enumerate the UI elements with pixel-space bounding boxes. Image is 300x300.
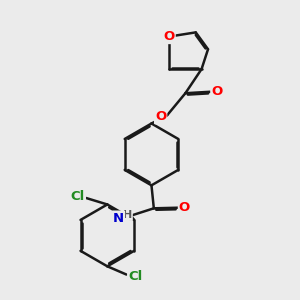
Text: Cl: Cl — [128, 269, 142, 283]
Text: H: H — [123, 210, 132, 220]
Text: O: O — [179, 201, 190, 214]
Text: Cl: Cl — [71, 190, 85, 203]
Text: O: O — [155, 110, 166, 123]
Text: O: O — [211, 85, 223, 98]
Text: N: N — [113, 212, 124, 224]
Text: O: O — [164, 30, 175, 43]
